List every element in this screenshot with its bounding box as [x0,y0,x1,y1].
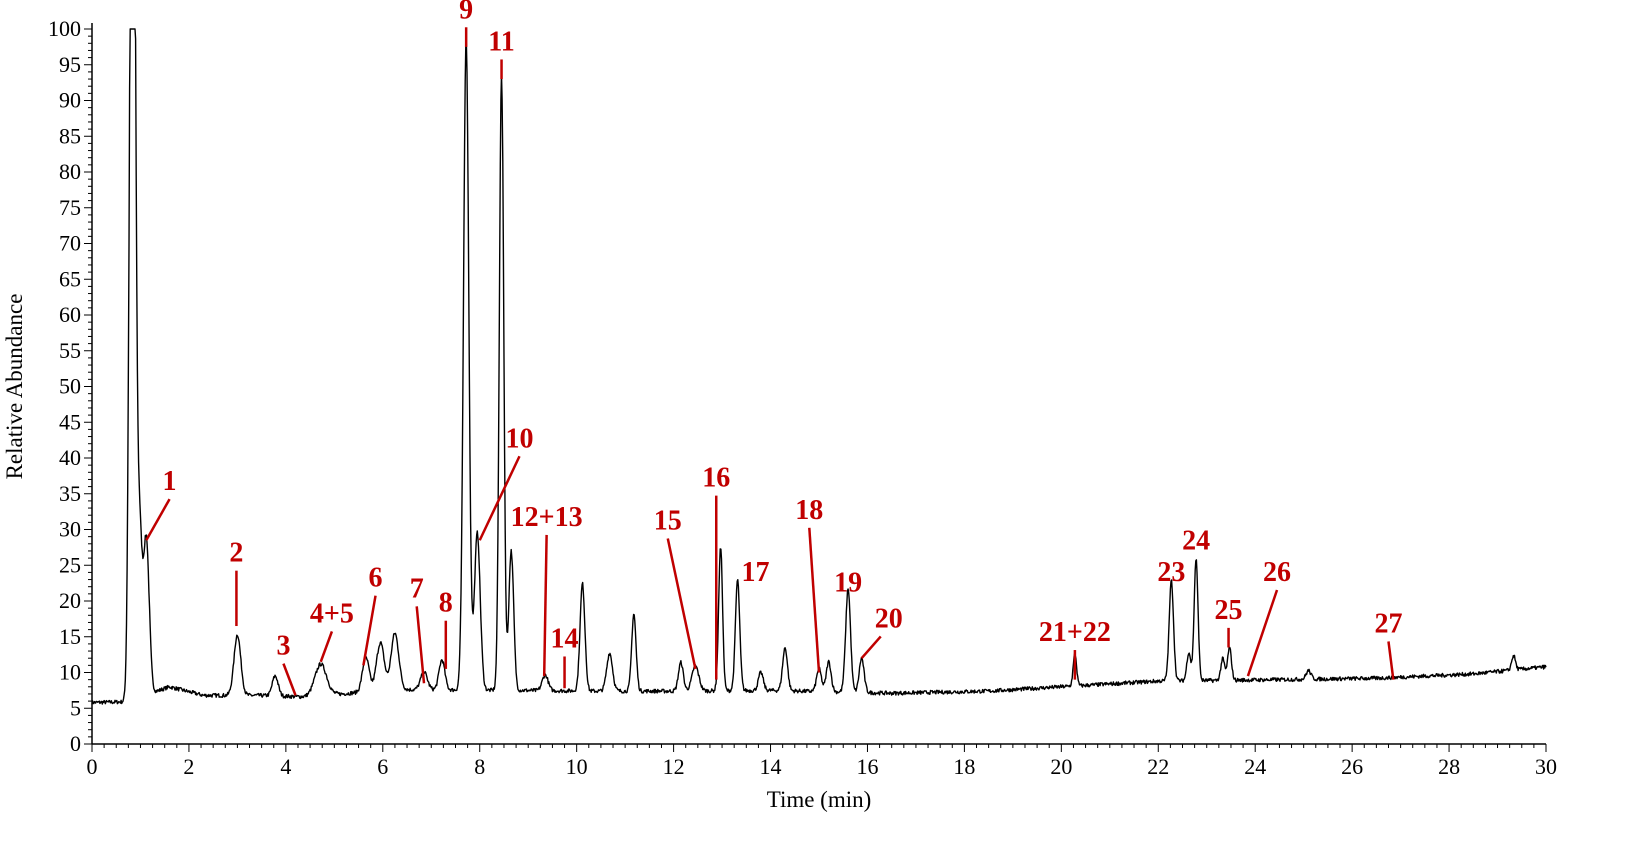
y-tick-label: 10 [59,660,81,685]
x-tick-label: 12 [663,754,685,779]
peak-label: 1 [163,466,177,497]
peak-label: 24 [1182,526,1210,557]
y-tick-label: 50 [59,374,81,399]
annotation-leader-line [1387,641,1395,680]
x-tick-label: 6 [377,754,388,779]
y-axis: 0 5 10 15 20 25 30 35 40 45 50 55 60 65 70 75 80 85 90 95 10… [48,16,92,756]
y-tick-label: 80 [59,159,81,184]
y-tick-label: 40 [59,445,81,470]
peak-label: 27 [1374,608,1402,639]
x-tick-label: 8 [474,754,485,779]
annotation-leader-line [1246,589,1279,677]
annotation-leader-line [542,534,548,677]
x-tick-label: 26 [1341,754,1363,779]
peak-label: 8 [439,588,453,619]
y-tick-label: 90 [59,88,81,113]
peak-label: 7 [410,573,424,604]
x-tick-label: 16 [856,754,878,779]
annotation-leader-line [415,606,426,684]
y-tick-label: 60 [59,302,81,327]
x-tick-label: 2 [183,754,194,779]
annotation-leader-line [666,538,697,670]
y-tick-label: 75 [59,195,81,220]
peak-label: 4+5 [310,598,354,629]
x-tick-label: 22 [1147,754,1169,779]
y-tick-label: 15 [59,624,81,649]
peak-label: 17 [741,557,769,588]
peak-label: 18 [795,495,823,526]
y-tick-label: 100 [48,16,81,41]
annotation-leader-line [282,663,297,696]
peak-label: 19 [834,568,862,599]
x-axis: 0 2 4 6 8 10 12 14 16 18 20 22 24 26 28 30 [87,744,1557,779]
y-tick-label: 70 [59,231,81,256]
x-axis-title: Time (min) [767,787,872,812]
annotation-leader-line [319,631,334,663]
annotation-leader-line [808,527,821,673]
peak-label: 21+22 [1039,617,1111,648]
annotation-leader-line [145,498,171,541]
peak-label: 3 [276,631,290,662]
y-tick-label: 55 [59,338,81,363]
x-tick-label: 30 [1535,754,1557,779]
peak-label: 9 [459,0,473,25]
peak-label: 14 [551,623,579,654]
peak-label: 16 [702,463,730,494]
peak-label: 20 [875,603,903,634]
y-tick-label: 25 [59,552,81,577]
x-tick-label: 28 [1438,754,1460,779]
x-tick-label: 18 [953,754,975,779]
peak-label: 23 [1157,557,1185,588]
x-tick-label: 10 [566,754,588,779]
peak-label: 15 [654,506,682,537]
annotation-leader-line [362,595,377,666]
peak-label: 11 [488,26,514,57]
annotation-leader-line [860,635,882,660]
y-tick-label: 30 [59,517,81,542]
peak-label: 12+13 [511,502,583,533]
peak-label: 26 [1263,557,1291,588]
y-tick-label: 0 [70,731,81,756]
y-tick-label: 45 [59,409,81,434]
y-tick-label: 95 [59,52,81,77]
y-tick-label: 5 [70,695,81,720]
y-axis-title: Relative Abundance [2,294,27,480]
peak-label: 6 [369,563,383,594]
x-tick-label: 24 [1244,754,1266,779]
y-tick-label: 65 [59,266,81,291]
peak-label: 10 [505,423,533,454]
peak-label: 25 [1215,595,1243,626]
x-tick-label: 4 [280,754,291,779]
x-tick-label: 14 [760,754,782,779]
x-tick-label: 20 [1050,754,1072,779]
annotation-leader-line [478,455,521,541]
x-tick-label: 0 [87,754,98,779]
y-tick-label: 85 [59,123,81,148]
y-tick-label: 20 [59,588,81,613]
peak-label: 2 [229,538,243,569]
y-tick-label: 35 [59,481,81,506]
